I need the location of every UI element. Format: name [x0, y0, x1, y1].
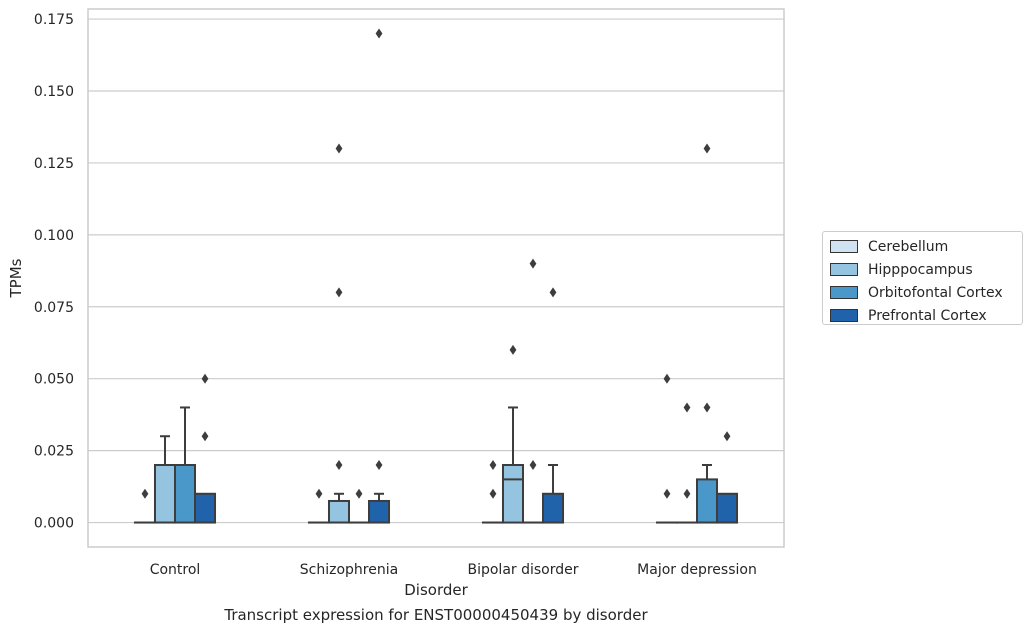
box — [368, 499, 391, 524]
legend-label: Cerebellum — [868, 238, 949, 255]
outlier-point — [703, 402, 711, 413]
x-tick-label: Major depression — [637, 562, 757, 578]
outlier-point — [683, 402, 691, 413]
outlier-point — [723, 431, 731, 442]
outlier-point — [529, 460, 537, 471]
box-orbitofontal-cortex — [696, 143, 719, 524]
box-prefrontal-cortex — [194, 373, 217, 524]
outlier-point — [201, 431, 209, 442]
legend-item: Prefrontal Cortex — [830, 304, 1022, 327]
y-tick-label: 0.000 — [34, 516, 74, 532]
outlier-point — [489, 488, 497, 499]
legend-label: Hipppocampus — [868, 261, 973, 278]
outlier-point — [201, 373, 209, 384]
outlier-point — [683, 488, 691, 499]
x-axis-title: Disorder — [404, 581, 468, 599]
x-tick-label: Bipolar disorder — [467, 562, 578, 578]
legend-swatch — [830, 286, 858, 299]
box — [716, 492, 739, 524]
box — [153, 464, 177, 524]
legend-item: Cerebellum — [830, 235, 1022, 258]
box — [327, 499, 350, 524]
outlier-point — [355, 488, 363, 499]
outlier-point — [335, 287, 343, 298]
x-tick-label: Schizophrenia — [300, 562, 398, 578]
legend-swatch — [830, 309, 858, 322]
legend-swatch — [830, 240, 858, 253]
outlier-point — [663, 488, 671, 499]
outlier-point — [509, 344, 517, 355]
y-tick-label: 0.025 — [34, 444, 74, 460]
outlier-point — [375, 460, 383, 471]
y-tick-label: 0.150 — [34, 84, 74, 100]
box — [501, 464, 524, 524]
x-tick-labels: Control Schizophrenia Bipolar disorder Majo… — [150, 562, 757, 578]
outlier-point — [529, 258, 537, 269]
box-plots — [133, 28, 739, 524]
legend-item: Orbitofontal Cortex — [830, 281, 1022, 304]
plot-area — [87, 8, 785, 548]
legend-label: Orbitofontal Cortex — [868, 284, 1003, 301]
legend-label: Prefrontal Cortex — [868, 307, 987, 324]
legend-item: Hipppocampus — [830, 258, 1022, 281]
x-tick-label: Control — [150, 562, 201, 578]
y-tick-labels: 0.000 0.025 0.050 0.075 0.100 0.125 0.150 0.175 — [34, 12, 74, 531]
box — [194, 492, 217, 524]
box-cerebellum — [655, 373, 678, 524]
outlier-point — [549, 287, 557, 298]
box-hipppocampus — [327, 143, 350, 524]
box-hipppocampus — [153, 435, 177, 524]
box-prefrontal-cortex — [368, 28, 391, 524]
y-tick-label: 0.100 — [34, 228, 74, 244]
box-prefrontal-cortex — [542, 287, 565, 524]
y-tick-label: 0.175 — [34, 12, 74, 28]
box-cerebellum — [307, 488, 330, 524]
y-tick-label: 0.050 — [34, 372, 74, 388]
outlier-point — [315, 488, 323, 499]
y-tick-label: 0.075 — [34, 300, 74, 316]
outlier-point — [375, 28, 383, 39]
box — [696, 478, 719, 524]
outlier-point — [335, 143, 343, 154]
y-tick-label: 0.125 — [34, 156, 74, 172]
legend: Cerebellum Hipppocampus Orbitofontal Corte… — [822, 231, 1023, 325]
legend-swatch — [830, 263, 858, 276]
box-prefrontal-cortex — [716, 431, 739, 524]
outlier-point — [703, 143, 711, 154]
box — [174, 464, 197, 524]
outlier-point — [663, 373, 671, 384]
outlier-point — [141, 488, 149, 499]
chart-title: Transcript expression for ENST0000045043… — [224, 606, 648, 624]
box-hipppocampus — [501, 344, 524, 524]
outlier-point — [335, 460, 343, 471]
outlier-point — [489, 460, 497, 471]
y-axis-title: TPMs — [7, 258, 25, 298]
box — [542, 492, 565, 524]
